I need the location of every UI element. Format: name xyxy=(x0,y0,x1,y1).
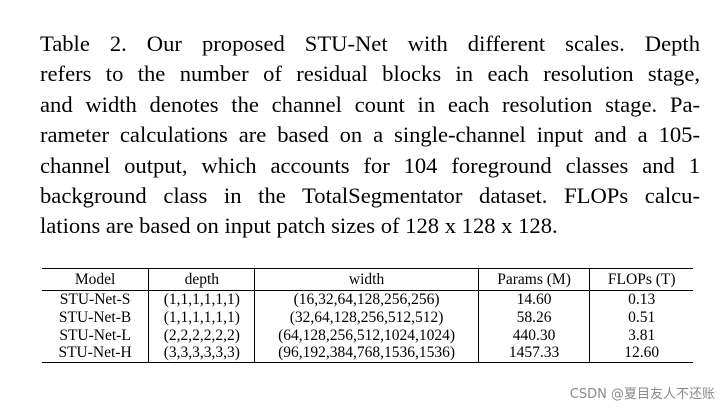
table-row: STU-Net-H (3,3,3,3,3,3) (96,192,384,768,… xyxy=(42,344,693,363)
cell-flops: 0.13 xyxy=(628,291,656,308)
csdn-watermark: CSDN @夏目友人不还账 xyxy=(569,387,715,402)
caption-line: background class in the TotalSegmentator… xyxy=(40,183,700,209)
caption-line: channel output, which accounts for 104 f… xyxy=(40,152,700,178)
cell-depth: (1,1,1,1,1,1) xyxy=(148,308,256,327)
header-width: width xyxy=(254,268,479,291)
caption-line: refers to the number of residual blocks … xyxy=(40,61,700,87)
cell-width: (32,64,128,256,512,512) xyxy=(254,308,479,327)
header-flops: FLOPs (T) xyxy=(607,271,676,288)
table-row: STU-Net-S (1,1,1,1,1,1) (16,32,64,128,25… xyxy=(42,290,693,309)
caption-line: lations are based on input patch sizes o… xyxy=(40,213,558,239)
cell-model: STU-Net-L xyxy=(42,326,150,345)
caption-line: Table 2. Our proposed STU-Net with diffe… xyxy=(40,31,700,56)
cell-params: 1457.33 xyxy=(478,344,591,363)
cell-flops: 0.51 xyxy=(628,308,656,326)
cell-params: 58.26 xyxy=(478,308,591,327)
cell-params: 440.30 xyxy=(478,326,591,345)
caption-line: rameter calculations are based on a sing… xyxy=(40,122,700,148)
table-row: STU-Net-B (1,1,1,1,1,1) (32,64,128,256,5… xyxy=(42,308,693,327)
cell-width: (96,192,384,768,1536,1536) xyxy=(254,344,479,363)
header-depth: depth xyxy=(148,268,256,291)
cell-flops: 3.81 xyxy=(628,326,656,344)
cell-width: (64,128,256,512,1024,1024) xyxy=(254,326,479,345)
caption-line: and width denotes the channel count in e… xyxy=(40,91,700,117)
table-header-row: Model depth width Params (M) FLOPs (T) xyxy=(42,268,693,291)
table-caption: Table 2. Our proposed STU-Net with diffe… xyxy=(40,29,700,242)
cell-depth: (2,2,2,2,2,2) xyxy=(148,326,256,345)
cell-model: STU-Net-H xyxy=(42,344,150,363)
cell-flops: 12.60 xyxy=(624,344,660,362)
results-table-container: Model depth width Params (M) FLOPs (T) S… xyxy=(42,268,693,363)
cell-width: (16,32,64,128,256,256) xyxy=(254,290,479,309)
model-scales-table: Model depth width Params (M) FLOPs (T) S… xyxy=(42,268,693,363)
cell-params: 14.60 xyxy=(478,290,591,309)
cell-model: STU-Net-S xyxy=(42,290,150,309)
cell-depth: (3,3,3,3,3,3) xyxy=(148,344,256,363)
header-model: Model xyxy=(42,268,150,291)
cell-depth: (1,1,1,1,1,1) xyxy=(148,290,256,309)
table-row: STU-Net-L (2,2,2,2,2,2) (64,128,256,512,… xyxy=(42,326,693,345)
cell-model: STU-Net-B xyxy=(42,308,150,327)
header-params: Params (M) xyxy=(478,268,591,291)
